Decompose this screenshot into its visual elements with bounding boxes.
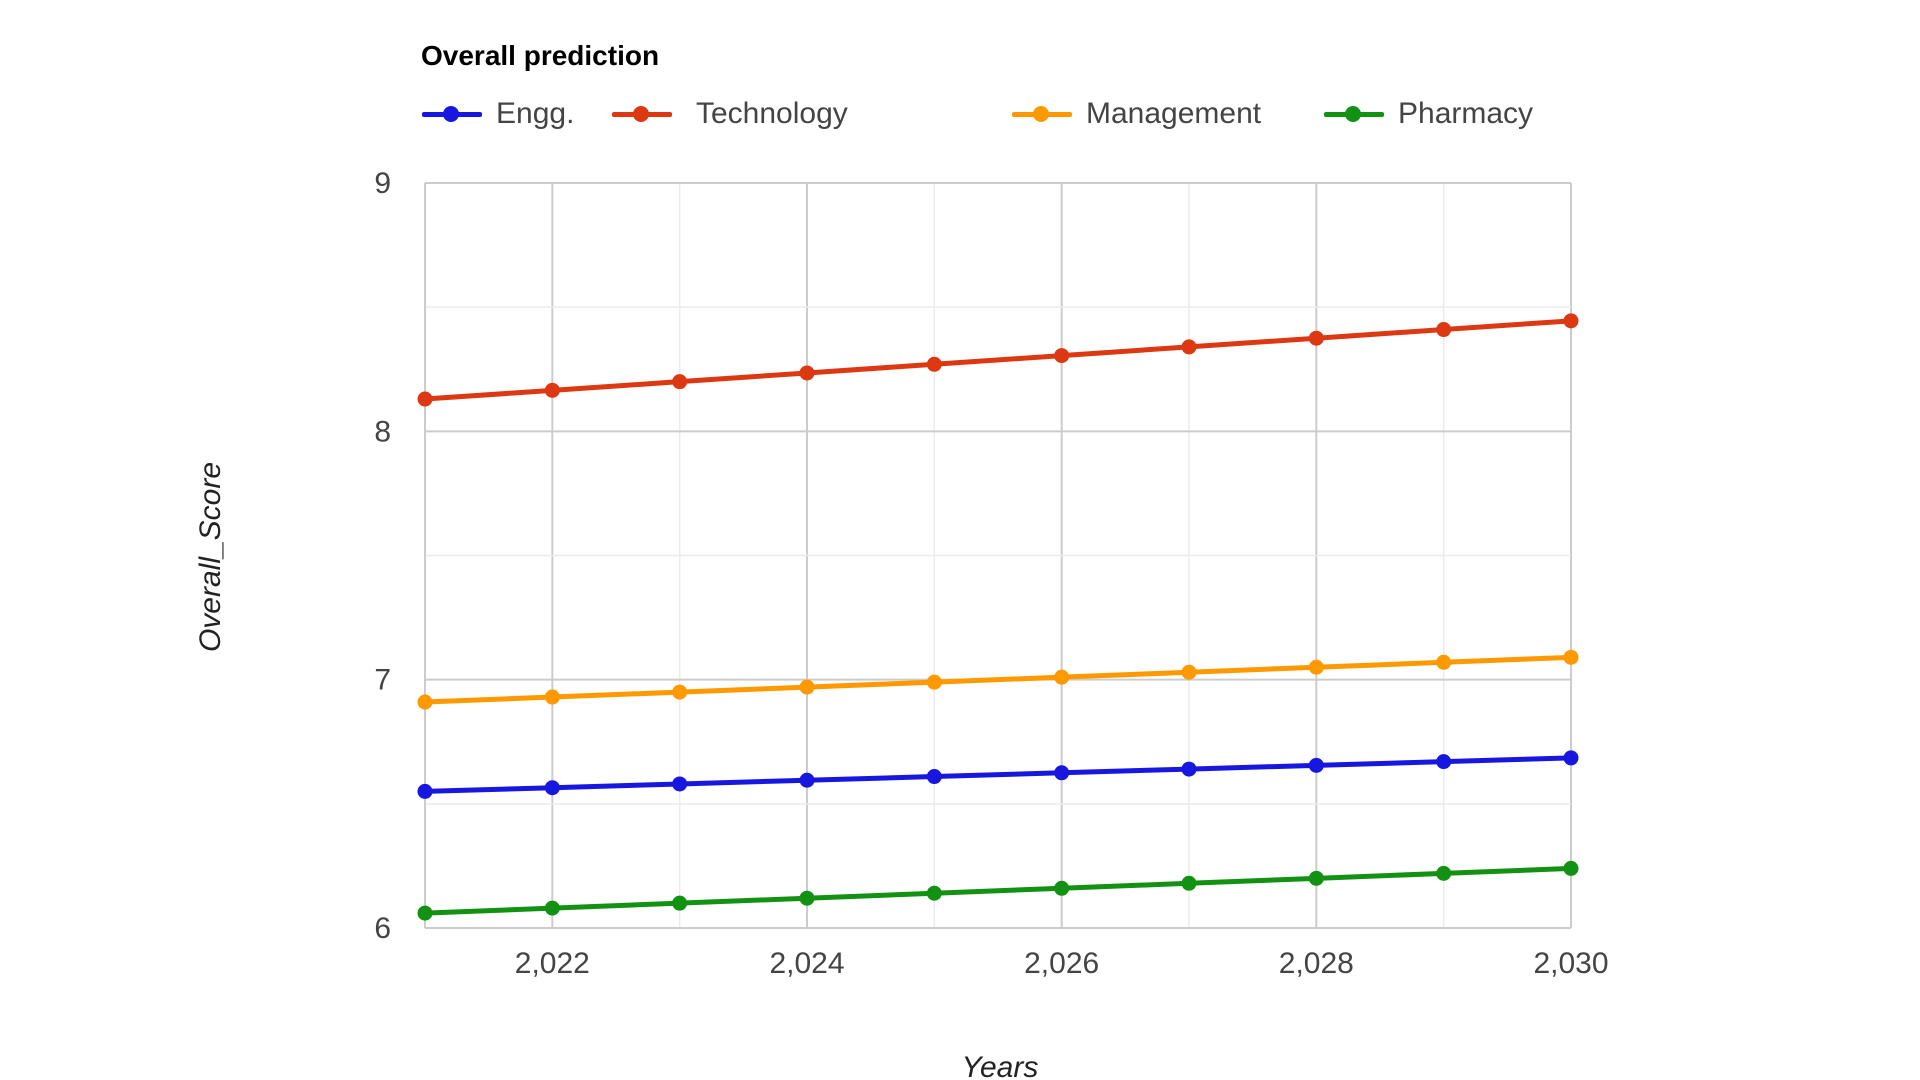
x-tick-label: 2,022 — [515, 947, 590, 980]
legend-swatch-pharmacy — [1322, 103, 1386, 125]
series-line-management — [422, 654, 1574, 705]
y-tick-label: 9 — [374, 167, 391, 200]
legend-item-technology[interactable]: Technology — [610, 86, 848, 142]
data-point-management — [1563, 649, 1579, 665]
data-point-management — [1181, 664, 1197, 680]
data-point-engg — [544, 780, 560, 796]
data-point-management — [544, 689, 560, 705]
legend-item-pharmacy[interactable]: Pharmacy — [1322, 86, 1533, 142]
data-point-technology — [1181, 339, 1197, 355]
data-point-pharmacy — [1308, 870, 1324, 886]
x-tick-label: 2,030 — [1533, 947, 1608, 980]
data-point-technology — [1563, 313, 1579, 329]
series-line-pharmacy — [422, 865, 1574, 916]
data-point-engg — [1308, 757, 1324, 773]
data-point-pharmacy — [672, 895, 688, 911]
legend-swatch-management — [1010, 103, 1074, 125]
data-point-technology — [544, 382, 560, 398]
data-point-pharmacy — [799, 890, 815, 906]
series-layer — [417, 313, 1579, 921]
data-point-management — [1436, 654, 1452, 670]
legend-label-technology: Technology — [696, 97, 848, 130]
legend-label-management: Management — [1086, 97, 1262, 130]
data-point-management — [926, 674, 942, 690]
data-point-pharmacy — [544, 900, 560, 916]
data-point-pharmacy — [1436, 865, 1452, 881]
data-point-technology — [417, 391, 433, 407]
legend: Engg. Technology Management Pharmacy — [420, 86, 1720, 142]
data-point-engg — [1436, 754, 1452, 770]
grid — [425, 182, 1572, 928]
data-point-pharmacy — [1563, 860, 1579, 876]
legend-label-engg: Engg. — [496, 97, 575, 130]
y-tick-label: 8 — [374, 415, 391, 448]
legend-swatch-technology — [610, 103, 674, 125]
series-line-engg — [422, 755, 1574, 794]
data-point-technology — [799, 365, 815, 381]
data-point-technology — [672, 374, 688, 390]
data-point-engg — [1054, 765, 1070, 781]
data-point-engg — [1181, 761, 1197, 777]
data-point-pharmacy — [1054, 880, 1070, 896]
data-point-management — [672, 684, 688, 700]
axes: 6 7 8 9 2,022 2,024 2,026 2,028 2,030 — [374, 167, 1608, 980]
y-axis-label: Overall_Score — [194, 462, 227, 652]
x-tick-label: 2,024 — [769, 947, 844, 980]
data-point-technology — [1436, 322, 1452, 338]
data-point-engg — [799, 772, 815, 788]
data-point-engg — [1563, 750, 1579, 766]
legend-swatch-engg — [420, 103, 484, 125]
data-point-management — [417, 694, 433, 710]
data-point-technology — [1054, 348, 1070, 364]
legend-item-management[interactable]: Management — [1010, 86, 1261, 142]
y-tick-label: 6 — [374, 912, 391, 945]
data-point-technology — [926, 356, 942, 372]
data-point-engg — [417, 783, 433, 799]
data-point-engg — [672, 776, 688, 792]
x-tick-label: 2,026 — [1024, 947, 1099, 980]
data-point-engg — [926, 769, 942, 785]
legend-label-pharmacy: Pharmacy — [1398, 97, 1534, 130]
data-point-pharmacy — [926, 885, 942, 901]
data-point-pharmacy — [1181, 875, 1197, 891]
legend-item-engg[interactable]: Engg. — [420, 86, 574, 142]
data-point-pharmacy — [417, 905, 433, 921]
x-axis-label: Years — [962, 1051, 1039, 1080]
data-point-management — [799, 679, 815, 695]
x-tick-label: 2,028 — [1279, 947, 1354, 980]
data-point-management — [1054, 669, 1070, 685]
y-tick-label: 7 — [374, 664, 391, 697]
chart-title: Overall prediction — [421, 40, 660, 71]
data-point-technology — [1308, 330, 1324, 346]
series-line-technology — [422, 318, 1574, 402]
data-point-management — [1308, 659, 1324, 675]
